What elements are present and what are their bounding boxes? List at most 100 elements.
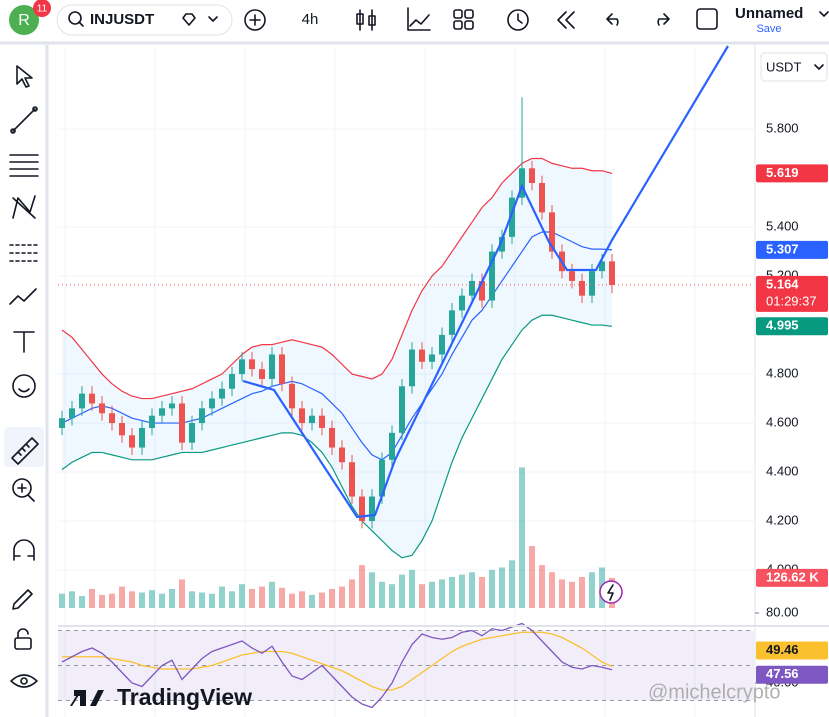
candle-body: [269, 354, 275, 379]
volume-bar: [249, 588, 255, 608]
plot: [58, 48, 754, 717]
candle-body: [99, 403, 105, 414]
trendline-tool-dot: [10, 128, 16, 134]
candle-body: [299, 408, 305, 424]
fullscreen-button[interactable]: [696, 8, 718, 30]
volume-bar: [309, 594, 315, 608]
templates-icon: [464, 9, 474, 19]
compare-button[interactable]: [244, 9, 266, 31]
measure-tool[interactable]: [11, 437, 39, 465]
volume-bar: [159, 593, 165, 608]
prediction-tool[interactable]: [9, 244, 39, 262]
search-icon: [68, 11, 82, 25]
volume-bar: [139, 592, 145, 608]
candle-body: [349, 462, 355, 497]
interval[interactable]: 4h: [302, 11, 319, 28]
volume-value-label: 126.62 K: [766, 569, 819, 584]
candle-style-icon: [356, 13, 364, 25]
zoom-tool[interactable]: [12, 478, 32, 498]
volume-bar: [119, 586, 125, 608]
band-value-label-box: [756, 317, 828, 336]
layout-name[interactable]: Unnamed: [735, 5, 803, 22]
brush-tool[interactable]: [9, 288, 37, 305]
band-value-label-box: [756, 240, 828, 259]
lock-drawing-tool[interactable]: [12, 589, 33, 610]
countdown: 01:29:37: [766, 293, 817, 308]
redo-button[interactable]: [657, 13, 670, 26]
indicators-button[interactable]: [407, 7, 431, 31]
credit: @michelcrypto: [648, 681, 781, 703]
volume-bar: [469, 572, 475, 608]
lock-tool[interactable]: [14, 637, 32, 650]
cursor-tool[interactable]: [16, 65, 33, 88]
templates-icon: [464, 20, 474, 30]
candle-body: [329, 427, 335, 448]
volume-bar: [569, 581, 575, 608]
templates-button[interactable]: [453, 9, 463, 19]
lock-shackle: [17, 628, 29, 639]
undo-button[interactable]: [606, 13, 619, 26]
alert-button[interactable]: [507, 9, 529, 31]
volume-bar: [289, 593, 295, 608]
currency-dropdown: [814, 64, 824, 70]
candle-body: [259, 369, 265, 379]
volume-bar: [269, 581, 275, 608]
last-price-label: 5.164: [766, 276, 799, 291]
fib-tool[interactable]: [9, 154, 39, 177]
candle-body: [459, 295, 465, 311]
badge-count: 11: [37, 4, 48, 15]
rsi-line: [61, 622, 613, 709]
favorite-icon[interactable]: [182, 13, 196, 26]
candle-body: [209, 398, 215, 409]
rsi-value-label-box: [756, 665, 828, 684]
volume-bar: [489, 569, 495, 608]
band-value-label: 5.619: [766, 165, 799, 180]
candle-body: [479, 280, 485, 301]
volume-bar: [89, 588, 95, 608]
candle-body: [79, 393, 85, 409]
save-button[interactable]: Save: [756, 23, 781, 35]
candle-body: [129, 435, 135, 448]
avatar[interactable]: [9, 5, 39, 35]
dropdown-icon[interactable]: [208, 16, 218, 22]
candle-body: [179, 403, 185, 443]
symbol: INJUSDT: [90, 11, 154, 28]
candle-body: [389, 432, 395, 460]
volume-bar: [379, 581, 385, 608]
volume-bar: [329, 588, 335, 608]
volume-value-label-box: [756, 568, 828, 587]
volume-bar: [429, 581, 435, 608]
last-price-box: [756, 275, 828, 312]
volume-bar: [579, 577, 585, 608]
trend-drawing[interactable]: [242, 45, 729, 519]
volume-bar: [199, 592, 205, 608]
volume-bar: [519, 467, 525, 608]
volume-bar: [549, 572, 555, 608]
volume-bar: [239, 584, 245, 608]
band-value-label-box: [756, 164, 828, 183]
text-tool[interactable]: [13, 331, 35, 353]
currency-select[interactable]: [760, 52, 828, 82]
candle-body: [549, 212, 555, 252]
volume-bar: [449, 577, 455, 608]
lightning-button[interactable]: [599, 580, 623, 604]
volume-bar: [169, 588, 175, 608]
volume-bar: [109, 593, 115, 608]
volume-bar: [99, 594, 105, 608]
candle-body: [519, 168, 525, 198]
trendline-tool[interactable]: [12, 108, 36, 132]
replay-button[interactable]: [557, 11, 575, 29]
pattern-tool[interactable]: [12, 195, 36, 219]
visibility-tool[interactable]: [10, 674, 38, 688]
volume-bar: [559, 579, 565, 608]
symbol-search[interactable]: [56, 4, 233, 36]
watermark: TradingView: [117, 684, 252, 710]
emoji-smile: [18, 388, 30, 393]
candle-body: [369, 496, 375, 522]
layout-dropdown[interactable]: [819, 11, 829, 17]
candle-body: [139, 427, 145, 448]
candle-body: [149, 415, 155, 428]
magnet-tool[interactable]: [13, 539, 35, 561]
rsi-tick-label: 80.00: [766, 604, 799, 619]
emoji-tool[interactable]: [12, 374, 36, 398]
